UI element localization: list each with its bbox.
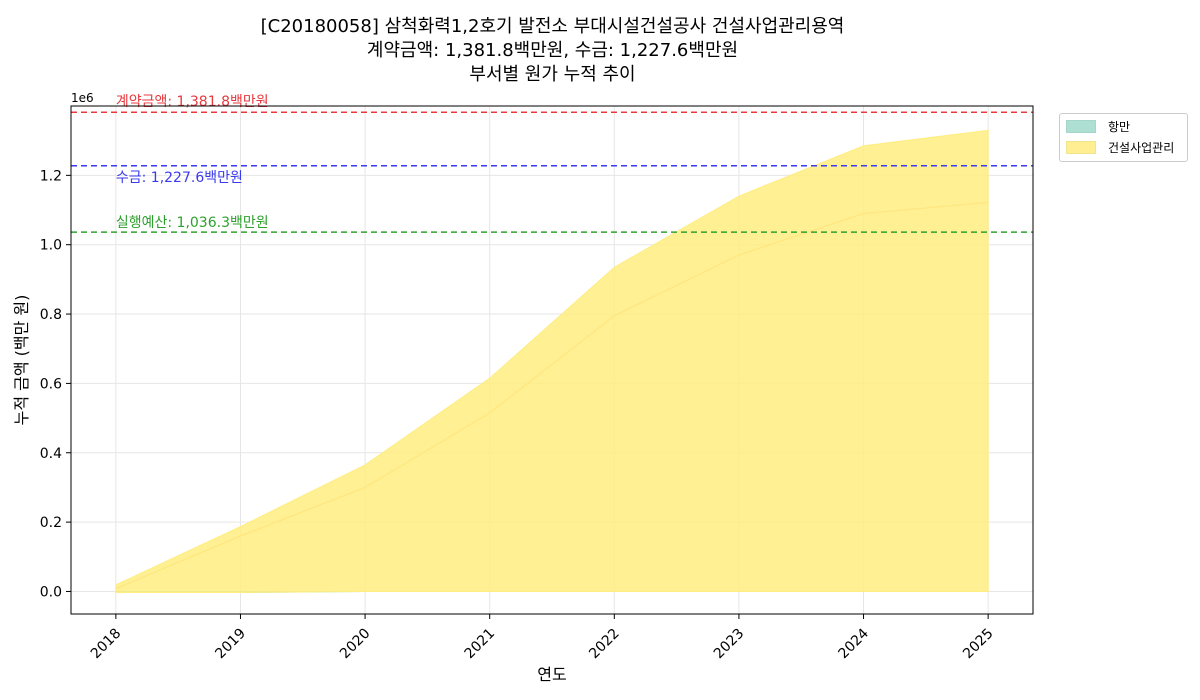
- x-tick-label: 2018: [88, 626, 125, 663]
- y-tick-label: 0.2: [40, 515, 62, 531]
- x-axis-label: 연도: [537, 665, 566, 684]
- y-tick-label: 0.4: [40, 446, 62, 462]
- reference-label-0: 계약금액: 1,381.8백만원: [116, 94, 269, 110]
- legend-label-harbor: 항만: [1108, 119, 1131, 134]
- x-tick-label: 2019: [212, 626, 249, 663]
- y-scale-label: 1e6: [71, 91, 94, 105]
- x-tick-label: 2025: [960, 626, 997, 663]
- x-tick-label: 2022: [586, 626, 623, 663]
- legend-item-construction: 건설사업관리: [1066, 139, 1174, 155]
- reference-label-1: 수금: 1,227.6백만원: [116, 170, 243, 186]
- chart-legend: 항만 건설사업관리: [1059, 113, 1188, 162]
- x-tick-label: 2024: [835, 625, 872, 662]
- y-tick-label: 1.2: [40, 168, 62, 184]
- chart-title-line1: [C20180058] 삼척화력1,2호기 발전소 부대시설건설공사 건설사업관…: [260, 16, 845, 37]
- y-tick-label: 0.6: [40, 376, 62, 392]
- area-inner-line: [115, 201, 989, 590]
- reference-label-2: 실행예산: 1,036.3백만원: [116, 215, 269, 231]
- chart-title-line3: 부서별 원가 누적 추이: [469, 64, 636, 85]
- y-tick-label: 0.8: [40, 307, 62, 323]
- legend-label-construction: 건설사업관리: [1108, 140, 1175, 155]
- legend-swatch-harbor: [1066, 119, 1096, 133]
- legend-item-harbor: 항만: [1066, 118, 1130, 134]
- x-tick-label: 2021: [462, 626, 499, 663]
- chart-title-line2: 계약금액: 1,381.8백만원, 수금: 1,227.6백만원: [366, 40, 739, 61]
- y-axis-label: 누적 금액 (백만 원): [12, 295, 31, 426]
- area-series-1: [115, 129, 989, 594]
- x-tick-label: 2023: [711, 626, 748, 663]
- legend-swatch-construction: [1066, 140, 1096, 154]
- y-tick-label: 1.0: [40, 238, 62, 254]
- x-tick-label: 2020: [337, 626, 374, 663]
- plot-frame: [70, 105, 1034, 615]
- y-tick-label: 0.0: [40, 584, 62, 600]
